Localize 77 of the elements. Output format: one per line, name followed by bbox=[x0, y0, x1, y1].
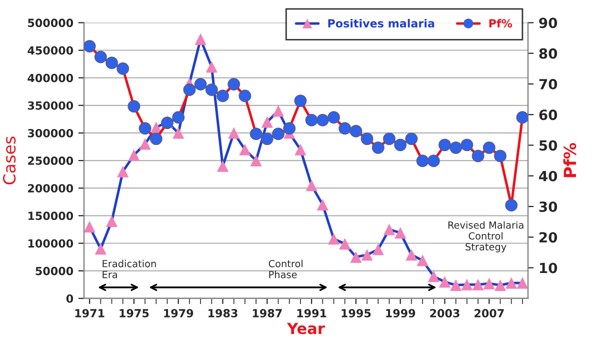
point bbox=[172, 127, 184, 139]
y-tick-label: 200000 bbox=[28, 184, 74, 192]
point bbox=[483, 278, 495, 290]
point bbox=[372, 244, 384, 256]
point bbox=[494, 279, 506, 291]
point bbox=[139, 138, 151, 150]
legend-label: Pf% bbox=[489, 18, 512, 28]
y2-tick-label: 40 bbox=[539, 170, 558, 182]
point bbox=[428, 270, 440, 282]
x-tick-label: 1987 bbox=[252, 309, 282, 318]
y-tick-label: 400000 bbox=[28, 74, 74, 82]
y-tick-label: 250000 bbox=[28, 156, 74, 165]
point bbox=[261, 116, 273, 128]
point bbox=[416, 254, 428, 266]
point bbox=[461, 278, 473, 290]
point bbox=[117, 166, 129, 178]
x-tick-label: 1971 bbox=[75, 309, 104, 318]
x-tick-label: 2007 bbox=[474, 309, 504, 318]
y2-tick-label: 10 bbox=[540, 262, 558, 274]
point bbox=[84, 220, 96, 233]
annotation: Revised Malaria Control Strategy bbox=[448, 221, 524, 252]
x-tick-label: 1983 bbox=[208, 309, 238, 318]
x-tick-label: 1999 bbox=[386, 309, 416, 318]
y-tick-label: 500000 bbox=[28, 18, 74, 28]
x-tick-label: 1975 bbox=[120, 309, 149, 318]
point bbox=[294, 144, 306, 156]
point bbox=[516, 277, 528, 289]
point bbox=[128, 149, 140, 161]
y2-axis-title: Pf% bbox=[563, 142, 576, 178]
point bbox=[516, 111, 528, 124]
point bbox=[84, 40, 96, 53]
point bbox=[339, 238, 351, 250]
point bbox=[506, 277, 518, 289]
point bbox=[383, 224, 396, 236]
legend-label: Positives malaria bbox=[328, 18, 434, 28]
point bbox=[406, 249, 418, 261]
y-tick-label: 300000 bbox=[28, 128, 74, 138]
point bbox=[250, 154, 262, 166]
y-tick-label: 0 bbox=[66, 294, 74, 303]
point bbox=[239, 144, 251, 156]
point bbox=[106, 215, 118, 228]
y-tick-label: 100000 bbox=[28, 239, 74, 248]
y2-tick-label: 20 bbox=[540, 232, 558, 243]
point bbox=[306, 180, 318, 192]
y2-tick-label: 90 bbox=[539, 18, 558, 28]
x-axis-title: Year bbox=[286, 322, 325, 334]
point bbox=[228, 127, 240, 139]
point bbox=[438, 276, 451, 288]
point bbox=[272, 105, 284, 117]
x-tick-label: 1995 bbox=[342, 309, 371, 318]
y2-tick-label: 80 bbox=[539, 48, 558, 59]
point bbox=[328, 233, 340, 245]
y2-tick-label: 60 bbox=[539, 110, 558, 120]
point bbox=[206, 60, 218, 73]
y2-tick-label: 50 bbox=[539, 140, 558, 151]
point bbox=[216, 160, 229, 172]
y-axis-title: Cases bbox=[3, 136, 16, 184]
point bbox=[450, 279, 462, 291]
annotation: Control Phase bbox=[268, 260, 302, 278]
y2-tick-label: 30 bbox=[539, 201, 558, 212]
x-tick-label: 1991 bbox=[297, 309, 326, 318]
y-tick-label: 450000 bbox=[28, 46, 74, 55]
point bbox=[472, 278, 484, 290]
point bbox=[150, 122, 162, 134]
y-tick-label: 350000 bbox=[28, 101, 74, 110]
y-tick-label: 150000 bbox=[28, 212, 74, 220]
annotation: Eradication Era bbox=[102, 260, 156, 278]
point bbox=[361, 249, 373, 261]
y2-tick-label: 70 bbox=[539, 78, 558, 90]
y-tick-label: 50000 bbox=[36, 266, 74, 276]
x-tick-label: 2003 bbox=[430, 309, 460, 318]
point bbox=[194, 33, 206, 46]
point bbox=[94, 242, 106, 255]
point bbox=[316, 198, 328, 210]
point bbox=[350, 251, 362, 263]
point bbox=[394, 226, 406, 239]
x-tick-label: 1979 bbox=[164, 309, 194, 318]
